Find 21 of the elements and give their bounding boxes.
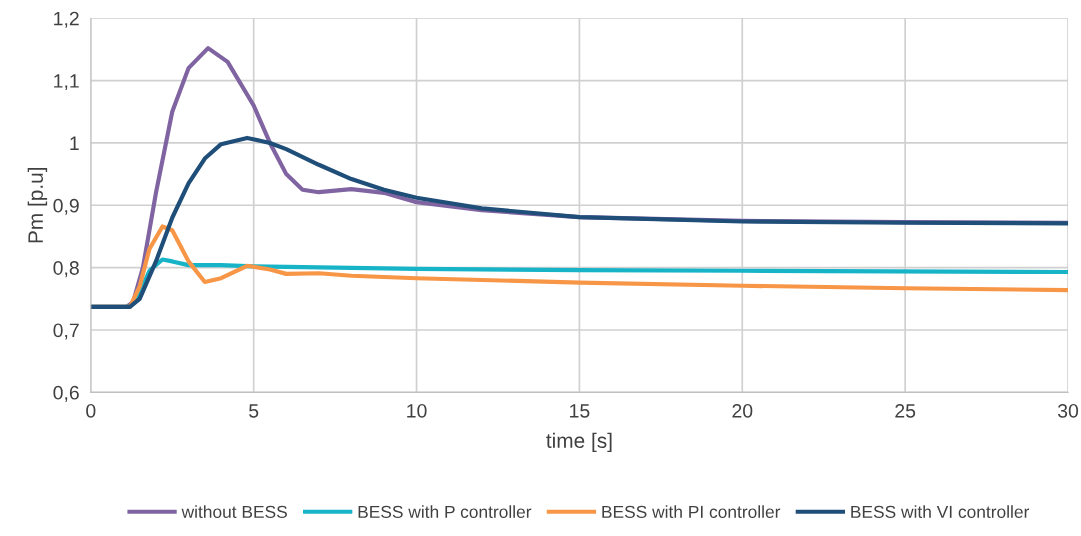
legend-label: without BESS bbox=[181, 505, 287, 518]
x-axis-title: time [s] bbox=[546, 432, 612, 453]
x-tick-label: 15 bbox=[570, 404, 590, 418]
line-series bbox=[90, 135, 1069, 310]
y-axis-title: Pm [p.u] bbox=[27, 167, 48, 243]
y-tick-label: 1,1 bbox=[54, 74, 79, 91]
x-tick-label: 30 bbox=[1057, 403, 1079, 418]
legend-label: BESS with PI controller bbox=[602, 505, 781, 518]
y-tick-label: 0,7 bbox=[53, 323, 79, 340]
x-tick-label: 25 bbox=[895, 403, 916, 418]
x-tick-label: 0 bbox=[86, 403, 96, 418]
legend-label: BESS with P controller bbox=[358, 505, 532, 518]
x-tick-label: 10 bbox=[407, 403, 427, 418]
y-tick-label: 0,8 bbox=[53, 261, 79, 278]
x-tick-label: 20 bbox=[732, 403, 753, 418]
y-tick-label: 1 bbox=[70, 136, 79, 150]
y-tick-label: 0,6 bbox=[53, 385, 79, 402]
legend-label: BESS with VI controller bbox=[851, 505, 1030, 518]
y-tick-label: 0,9 bbox=[53, 198, 79, 215]
y-tick-label: 1,2 bbox=[54, 11, 79, 28]
x-tick-label: 5 bbox=[249, 404, 259, 418]
